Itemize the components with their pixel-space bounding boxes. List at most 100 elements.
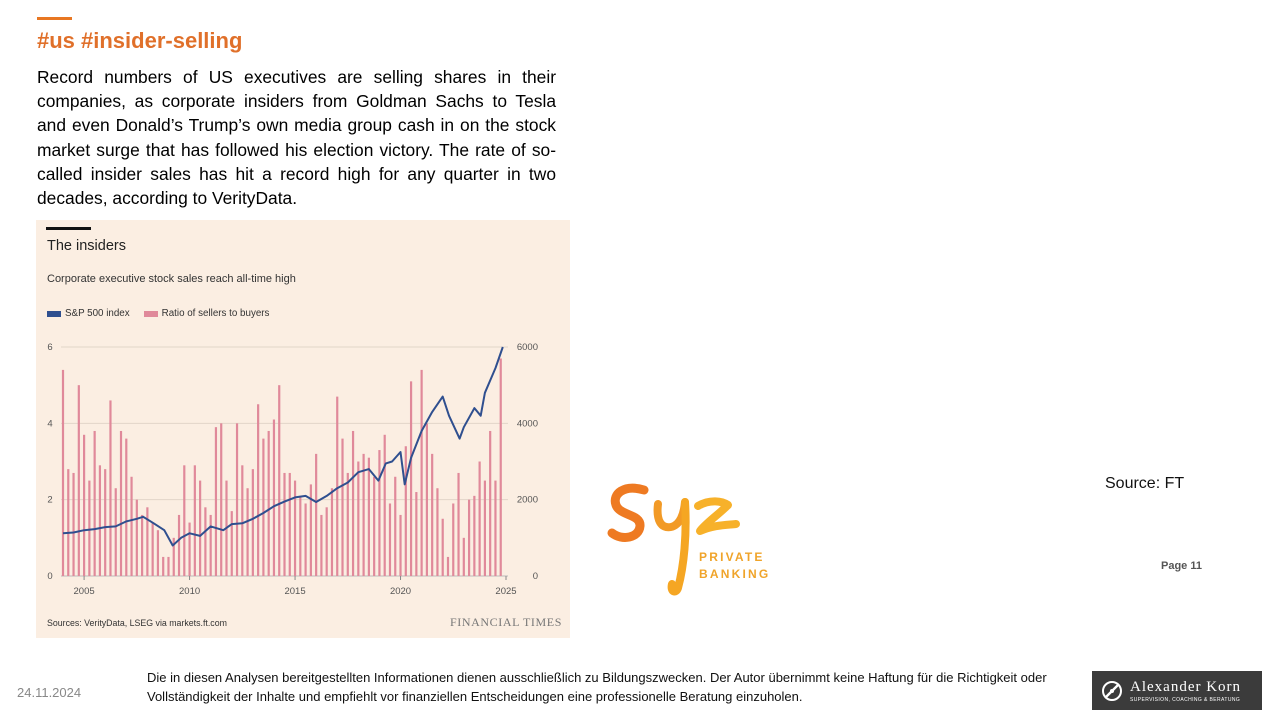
- ratio-bar: [425, 423, 428, 576]
- ratio-bar: [362, 453, 365, 576]
- intro-paragraph: Record numbers of US executives are sell…: [37, 67, 556, 209]
- ratio-bar: [204, 507, 207, 576]
- ratio-bar: [373, 476, 376, 576]
- ratio-bar: [262, 438, 265, 576]
- ratio-bar: [494, 480, 497, 576]
- ratio-bar: [388, 503, 392, 576]
- footer-date: 24.11.2024: [17, 685, 82, 700]
- ratio-bar: [278, 385, 281, 576]
- ratio-bar: [188, 522, 191, 576]
- ratio-bar: [304, 503, 307, 576]
- ratio-bar: [130, 476, 133, 576]
- ratio-bar: [183, 465, 186, 576]
- ratio-bar: [299, 495, 302, 576]
- ratio-bar: [146, 507, 149, 576]
- ratio-bar: [383, 434, 386, 576]
- ratio-bar: [241, 465, 244, 576]
- syz-private-text: PRIVATE: [699, 550, 765, 564]
- ratio-bar: [267, 430, 270, 576]
- ratio-bar: [330, 488, 334, 576]
- compass-icon: [1102, 680, 1122, 701]
- ratio-bar: [473, 495, 476, 576]
- ratio-bar: [67, 469, 70, 576]
- ratio-bar: [257, 404, 260, 576]
- ratio-bar: [357, 461, 360, 576]
- ratio-bar: [351, 430, 355, 576]
- ratio-bar: [172, 537, 175, 576]
- right-tick-label: 0: [533, 571, 538, 582]
- ratio-bar: [162, 556, 165, 576]
- ratio-bar: [293, 480, 297, 576]
- ratio-bar: [109, 400, 112, 576]
- left-tick-label: 0: [47, 571, 52, 582]
- ratio-bar: [415, 492, 418, 576]
- x-tick-label: 2015: [284, 586, 305, 597]
- legend-swatch-ratio: [143, 310, 158, 317]
- ratio-bar: [82, 434, 86, 576]
- ratio-bar: [478, 461, 481, 576]
- chart-sources: Sources: VerityData, LSEG via markets.ft…: [47, 618, 227, 628]
- chart-title: The insiders: [47, 238, 126, 254]
- chart-plot: 0 0 2 2000 4 4000 6 6000 2005 2010 2015 2020 2025: [47, 342, 538, 597]
- syz-private-banking-logo: PRIVATE BANKING: [606, 478, 786, 598]
- ratio-bar: [483, 480, 487, 576]
- ratio-bar: [88, 480, 91, 576]
- ratio-bar: [125, 438, 128, 576]
- ratio-bar: [441, 518, 444, 576]
- ratio-bar: [98, 465, 102, 576]
- right-tick-label: 6000: [517, 342, 538, 353]
- chart-legend: S&P 500 index Ratio of sellers to buyers: [47, 308, 269, 319]
- right-tick-label: 4000: [517, 418, 538, 429]
- left-tick-label: 6: [47, 342, 52, 353]
- ratio-bar: [320, 514, 323, 576]
- ak-name: Alexander Korn: [1130, 678, 1242, 695]
- ratio-bar: [199, 480, 202, 576]
- ratio-bar: [193, 465, 196, 576]
- ratio-bar: [436, 488, 439, 576]
- legend-item-sp500: S&P 500 index: [47, 308, 130, 319]
- ratio-bar: [378, 450, 381, 576]
- ratio-bar: [119, 430, 123, 576]
- sp500-line: [62, 346, 504, 547]
- ratio-bar: [394, 476, 397, 576]
- ratio-bar: [499, 358, 502, 576]
- x-tick-label: 2025: [495, 586, 516, 597]
- ratio-bar: [251, 469, 254, 576]
- x-tick-label: 2005: [74, 586, 95, 597]
- disclaimer-text: Die in diesen Analysen bereitgestellten …: [147, 670, 1047, 704]
- source-note: Source: FT: [1105, 475, 1185, 492]
- hashtag-title: #us #insider-selling: [37, 28, 243, 53]
- ratio-bar: [246, 488, 249, 576]
- ratio-bar: [452, 503, 455, 576]
- ratio-bar: [177, 514, 181, 576]
- ratio-bar: [151, 522, 154, 576]
- ratio-bar: [315, 453, 318, 576]
- alexander-korn-logo: Alexander Korn SUPERVISION, COACHING & B…: [1092, 671, 1262, 710]
- ratio-bar: [230, 511, 233, 576]
- ratio-bar: [93, 430, 96, 576]
- ratio-bar: [288, 472, 291, 576]
- x-tick-label: 2020: [390, 586, 411, 597]
- accent-bar: [37, 17, 72, 20]
- page-number: Page 11: [1161, 560, 1202, 572]
- ratio-bar: [209, 514, 212, 576]
- ratio-bar: [72, 472, 75, 576]
- ratio-bar: [141, 514, 144, 576]
- ratio-bar: [409, 381, 413, 576]
- ratio-bar: [404, 446, 407, 576]
- x-tick-label: 2010: [179, 586, 200, 597]
- ratio-bar: [309, 484, 312, 576]
- ratio-bar: [220, 423, 223, 576]
- ratio-bar: [446, 556, 450, 576]
- ratio-bar: [156, 530, 160, 576]
- insiders-chart: The insiders Corporate executive stock s…: [36, 220, 570, 638]
- chart-subtitle: Corporate executive stock sales reach al…: [47, 273, 296, 285]
- ratio-bar: [367, 457, 370, 576]
- ratio-bar: [467, 499, 471, 576]
- ratio-bar: [420, 369, 423, 576]
- ft-logo: FINANCIAL TIMES: [449, 615, 562, 629]
- legend-label-ratio: Ratio of sellers to buyers: [161, 308, 270, 319]
- ratio-bar: [77, 385, 80, 576]
- syz-banking-text: BANKING: [699, 567, 771, 581]
- legend-label-sp500: S&P 500 index: [65, 308, 130, 319]
